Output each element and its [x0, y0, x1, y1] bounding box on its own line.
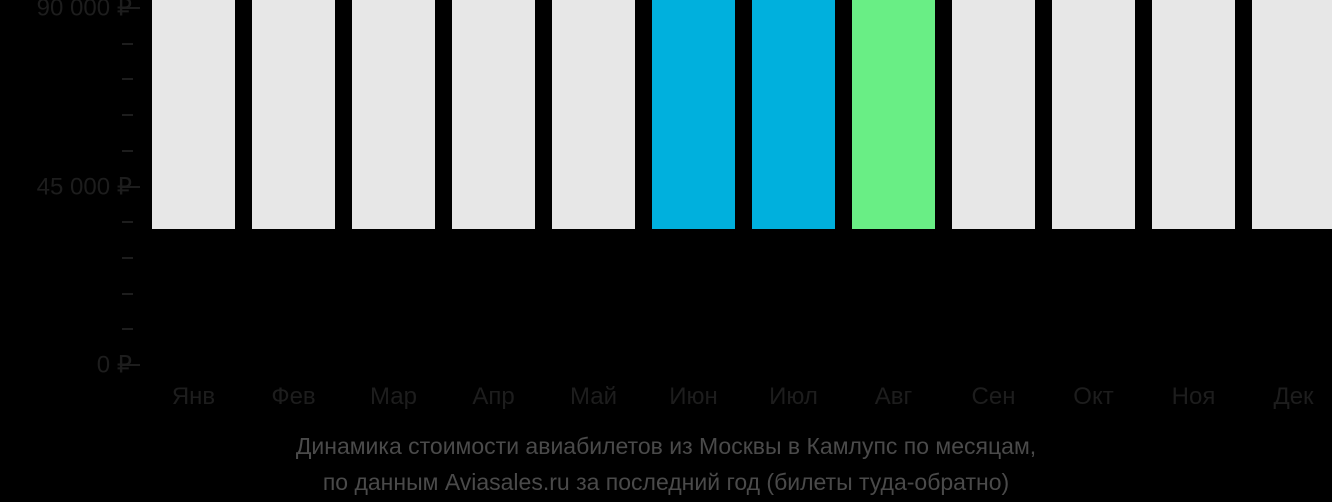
bar-fill	[652, 0, 735, 229]
y-tick-minor	[122, 149, 133, 152]
caption-line-1: Динамика стоимости авиабилетов из Москвы…	[295, 433, 1037, 459]
chart-caption: Динамика стоимости авиабилетов из Москвы…	[0, 428, 1332, 500]
y-tick-major	[122, 185, 140, 188]
x-axis-label-янв: Янв	[171, 383, 216, 410]
x-axis-label-апр: Апр	[472, 383, 515, 410]
y-axis-label: 45 000 ₽	[36, 173, 132, 200]
x-axis-label-авг: Авг	[874, 383, 913, 410]
y-tick-minor	[122, 328, 133, 331]
bar-track	[252, 0, 335, 229]
y-tick-major	[122, 7, 140, 9]
x-axis-label-ноя: Ноя	[1171, 383, 1216, 410]
x-axis-label-сен: Сен	[971, 383, 1016, 410]
y-axis-label: 90 000 ₽	[36, 0, 132, 22]
x-axis-label-май: Май	[569, 383, 617, 410]
bar-track	[1152, 0, 1235, 229]
bar-track	[552, 0, 635, 229]
bar-track	[1052, 0, 1135, 229]
x-axis-label-июл: Июл	[769, 383, 818, 410]
caption-line-2: по данным Aviasales.ru за последний год …	[322, 469, 1010, 495]
y-tick-minor	[122, 256, 133, 259]
bar-track	[1252, 0, 1332, 229]
y-axis-label: 0 ₽	[96, 351, 132, 379]
bar-track	[952, 0, 1035, 229]
y-tick-minor	[122, 221, 133, 224]
bar-track	[452, 0, 535, 229]
y-tick-major	[122, 364, 140, 366]
x-axis-label-окт: Окт	[1073, 383, 1114, 410]
bar-track	[352, 0, 435, 229]
y-tick-minor	[122, 292, 133, 295]
bar-fill	[752, 0, 835, 229]
y-tick-minor	[122, 42, 133, 45]
bar-track	[152, 0, 235, 229]
y-tick-minor	[122, 114, 133, 117]
bar-fill	[852, 0, 935, 229]
x-axis-label-дек: Дек	[1273, 383, 1314, 410]
x-axis-label-фев: Фев	[271, 383, 316, 410]
x-axis-label-июн: Июн	[669, 383, 718, 410]
x-axis-label-мар: Мар	[370, 383, 417, 410]
plot-area: 90 000 ₽ 45 000 ₽ 0 ₽	[36, 0, 1332, 379]
y-tick-minor	[122, 78, 133, 81]
